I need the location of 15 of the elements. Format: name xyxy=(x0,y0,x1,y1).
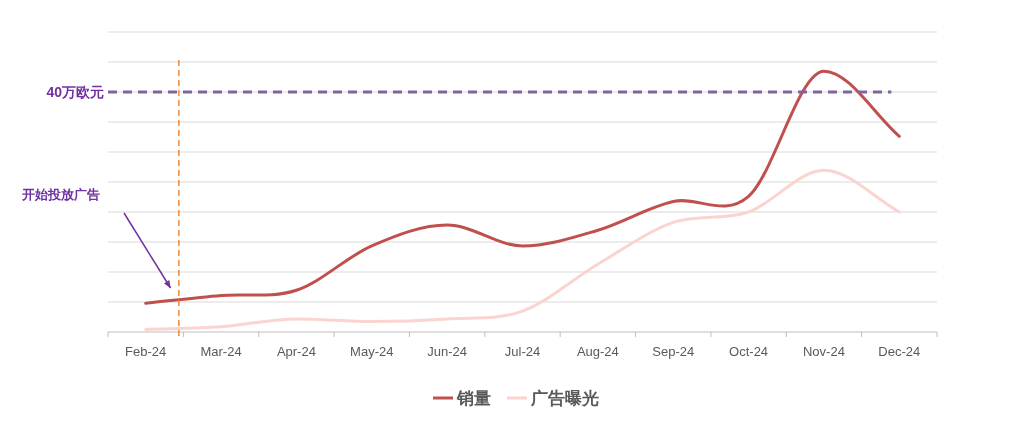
x-tick-label: May-24 xyxy=(350,344,394,359)
x-tick-label: Jun-24 xyxy=(427,344,468,359)
x-tick-label: Oct-24 xyxy=(729,344,769,359)
x-tick-label: Sep-24 xyxy=(652,344,695,359)
x-tick-label: Apr-24 xyxy=(276,344,316,359)
x-tick-label: Nov-24 xyxy=(802,344,845,359)
ref-line-label: 40万欧元 xyxy=(46,84,104,100)
x-tick-label: Mar-24 xyxy=(200,344,242,359)
legend-label: 广告曝光 xyxy=(530,389,599,408)
text: 开始投放广告 xyxy=(21,187,100,202)
x-tick-label: Dec-24 xyxy=(878,344,921,359)
x-tick-label: Aug-24 xyxy=(576,344,619,359)
x-tick-label: Jul-24 xyxy=(504,344,541,359)
legend-label: 销量 xyxy=(456,389,491,408)
x-tick-label: Feb-24 xyxy=(125,344,167,359)
